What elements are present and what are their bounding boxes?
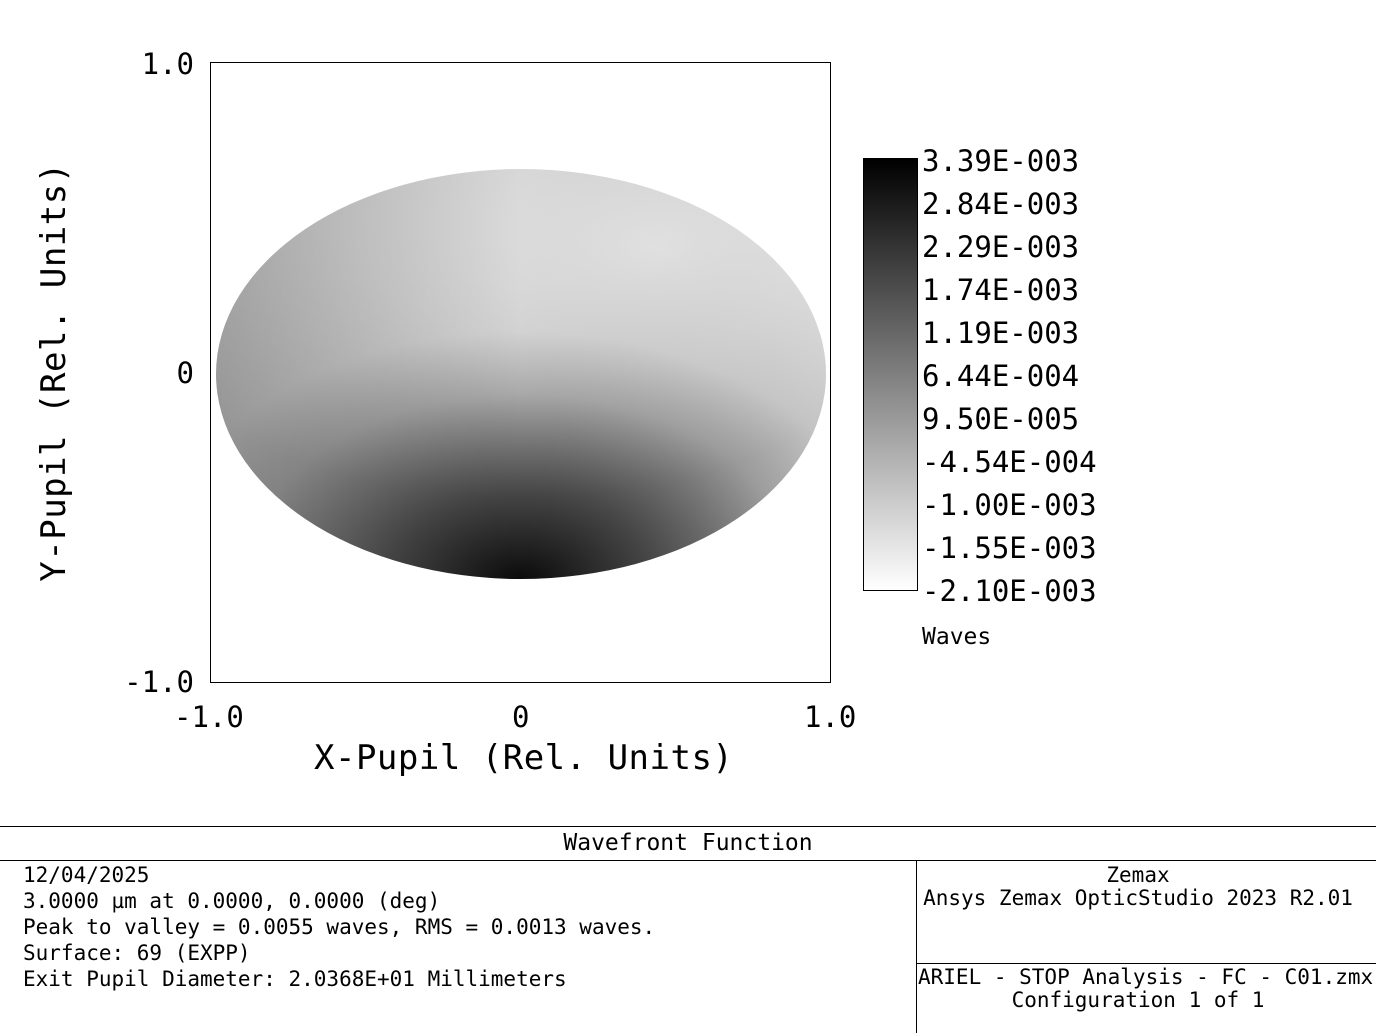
y-axis-title: Y-Pupil (Rel. Units) [34,162,74,582]
wavefront-map [216,169,826,579]
colorbar-tick-label: 1.19E-003 [922,316,1080,350]
footer-divider-right [916,963,1376,964]
footer-wavelength: 3.0000 µm at 0.0000, 0.0000 (deg) [23,889,441,913]
footer-divider-h [0,860,1376,861]
x-tick-zero: 0 [512,700,530,734]
x-tick-max: 1.0 [804,700,857,734]
footer-company: Zemax [1106,863,1170,887]
footer-file: ARIEL - STOP Analysis - FC - C01.zmx [918,965,1374,989]
footer-surface: Surface: 69 (EXPP) [23,941,251,965]
colorbar [863,158,918,591]
footer-exit-pupil: Exit Pupil Diameter: 2.0368E+01 Millimet… [23,967,567,991]
footer-divider-v [916,860,917,1033]
colorbar-tick-label: 6.44E-004 [922,359,1080,393]
colorbar-tick-label: -4.54E-004 [922,445,1097,479]
colorbar-tick-label: 2.84E-003 [922,187,1080,221]
x-tick-min: -1.0 [174,700,244,734]
footer-configuration: Configuration 1 of 1 [1011,988,1265,1012]
plot-area [210,62,831,683]
footer-panel: Wavefront Function 12/04/2025 3.0000 µm … [0,826,1376,1033]
footer-date: 12/04/2025 [23,863,150,887]
y-tick-min: -1.0 [124,665,194,699]
colorbar-tick-label: -1.55E-003 [922,531,1097,565]
y-tick-zero: 0 [176,356,194,390]
colorbar-tick-label: 2.29E-003 [922,230,1080,264]
footer-title: Wavefront Function [563,830,813,856]
colorbar-unit-label: Waves [922,624,992,650]
colorbar-tick-label: -1.00E-003 [922,488,1097,522]
colorbar-tick-label: 1.74E-003 [922,273,1080,307]
colorbar-tick-label: 9.50E-005 [922,402,1080,436]
footer-product: Ansys Zemax OpticStudio 2023 R2.01 [923,886,1353,910]
x-axis-title: X-Pupil (Rel. Units) [314,738,734,778]
y-tick-max: 1.0 [141,47,194,81]
footer-pv-rms: Peak to valley = 0.0055 waves, RMS = 0.0… [23,915,656,939]
colorbar-tick-label: 3.39E-003 [922,144,1080,178]
colorbar-tick-label: -2.10E-003 [922,574,1097,608]
